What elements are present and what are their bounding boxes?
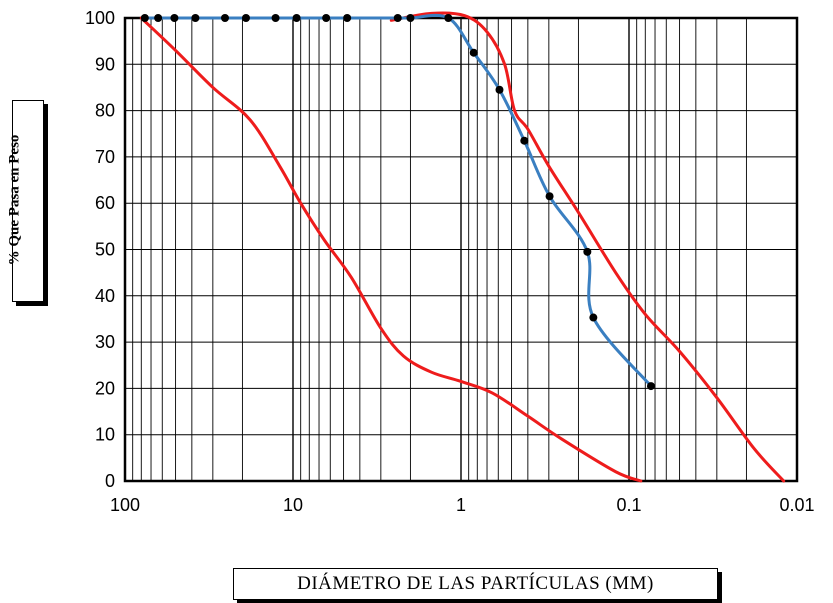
x-tick-label: 10 [283, 495, 303, 515]
sample-line [143, 13, 653, 388]
data-point [646, 382, 655, 391]
data-point [140, 14, 149, 22]
x-tick-label: 1 [456, 495, 466, 515]
data-point [393, 14, 402, 22]
data-point [520, 136, 529, 145]
data-point [170, 14, 179, 22]
grid [125, 17, 798, 482]
y-tick-label: 100 [85, 8, 115, 28]
x-axis-label: DIÁMETRO DE LAS PARTÍCULAS (MM) [297, 573, 654, 594]
data-point [589, 313, 598, 322]
data-point [583, 247, 592, 256]
y-tick-label: 90 [95, 54, 115, 74]
y-axis-label-box [12, 100, 44, 302]
data-point [406, 14, 415, 22]
data-point [241, 14, 250, 22]
x-tick-label: 0.01 [779, 495, 814, 515]
lower-limit-line [139, 16, 643, 483]
data-point [495, 85, 504, 94]
y-tick-label: 10 [95, 425, 115, 445]
data-point [292, 14, 301, 22]
y-axis-label: % Que Pasa en Peso [6, 134, 23, 266]
plot-area [123, 16, 799, 483]
y-tick-label: 50 [95, 240, 115, 260]
tick-labels: 0 10 20 30 40 50 60 70 80 90 100 100 10 1 0.1 0.01 [85, 8, 815, 515]
data-point [271, 14, 280, 22]
x-axis-label-box: DIÁMETRO DE LAS PARTÍCULAS (MM) [233, 568, 718, 600]
y-tick-label: 30 [95, 332, 115, 352]
x-tick-label: 0.1 [616, 495, 641, 515]
series-group [139, 11, 786, 483]
data-point [469, 48, 478, 57]
data-point [444, 14, 453, 22]
data-point [191, 14, 200, 22]
y-tick-label: 80 [95, 101, 115, 121]
y-tick-label: 20 [95, 378, 115, 398]
data-point [154, 14, 163, 22]
x-tick-label: 100 [110, 495, 140, 515]
data-point [343, 14, 352, 22]
data-point [545, 192, 554, 201]
y-tick-label: 0 [105, 471, 115, 491]
y-tick-label: 60 [95, 193, 115, 213]
upper-limit-line [389, 11, 786, 483]
data-point [220, 14, 229, 22]
y-tick-label: 40 [95, 286, 115, 306]
y-tick-label: 70 [95, 147, 115, 167]
data-point [322, 14, 331, 22]
